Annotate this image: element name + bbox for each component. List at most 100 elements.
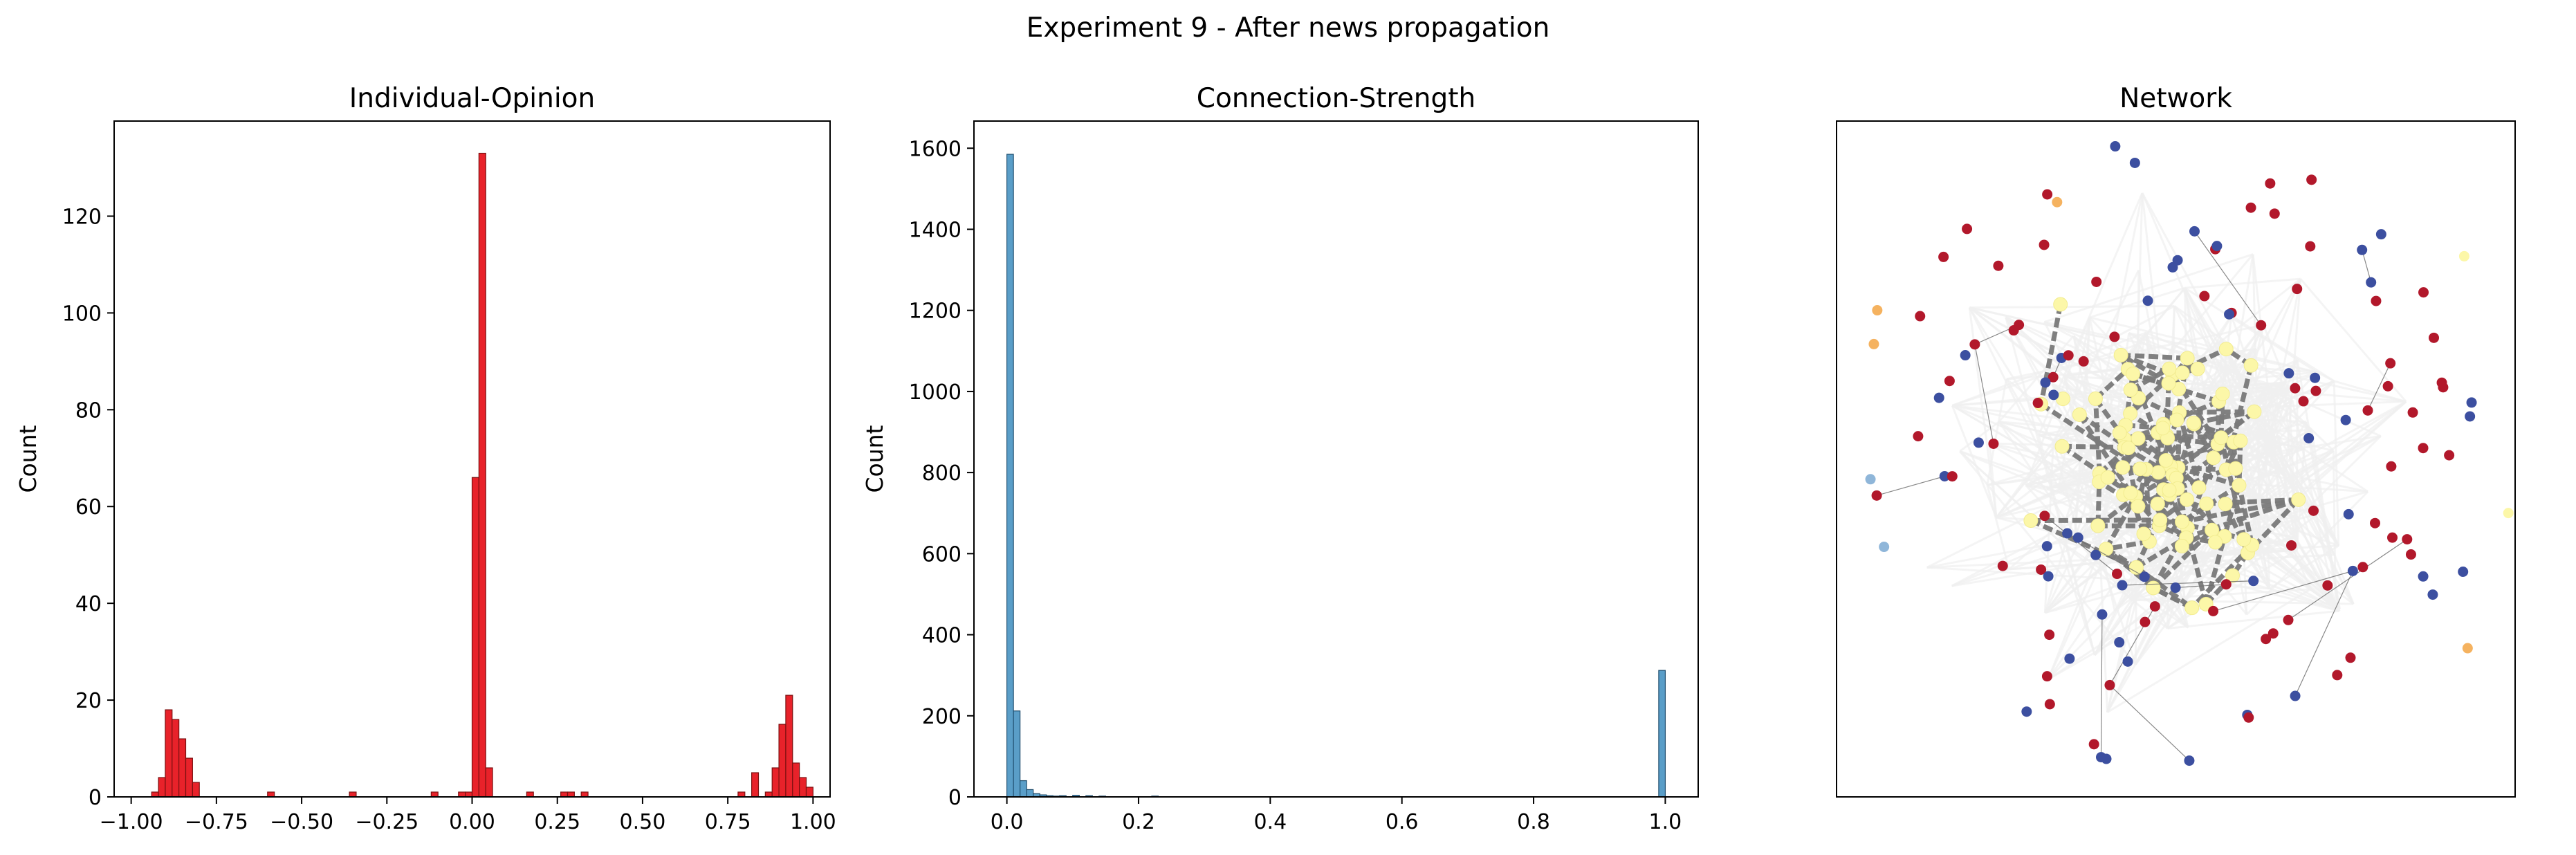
- y-tick-label: 1400: [909, 218, 962, 242]
- panel-individual-opinion: −1.00 −0.75 −0.50 −0.25 0.00 0.25 0.50 0.75 1.00…: [15, 83, 836, 834]
- histogram-bar: [805, 787, 813, 798]
- network-node-positive: [2149, 601, 2160, 612]
- histogram-bar: [349, 791, 357, 798]
- y-tick-label: 800: [922, 461, 962, 486]
- histogram-bar: [526, 791, 534, 798]
- network-node-positive: [1913, 431, 1924, 442]
- network-node-negative: [2310, 372, 2321, 383]
- network-edge-faint: [2291, 400, 2337, 608]
- network-node-mid: [1868, 338, 1879, 349]
- network-node-negative: [2375, 229, 2386, 240]
- network-edge-faint: [2064, 375, 2234, 432]
- network-node-neutral: [2023, 513, 2039, 528]
- network-node-neutral: [2179, 492, 2194, 507]
- network-node-neutral: [2232, 478, 2247, 493]
- network-edge-faint: [1951, 405, 1998, 518]
- histogram-bar: [485, 767, 493, 798]
- network-node-positive: [2345, 652, 2356, 663]
- network-node-negative: [2248, 576, 2259, 587]
- network-node-neutral: [2123, 383, 2138, 398]
- network-edge-thin: [2213, 570, 2353, 612]
- network-edge-strong: [2030, 518, 2137, 570]
- network-node-neutral: [2100, 470, 2115, 485]
- network-node-positive: [1988, 438, 1999, 449]
- network-node-neutral: [2113, 347, 2128, 362]
- network-edge-faint: [2218, 361, 2287, 479]
- histogram-bar: [267, 791, 275, 798]
- network-edge-thin: [2288, 539, 2408, 620]
- network-node-positive: [2308, 505, 2319, 516]
- network-node-positive: [2208, 605, 2219, 616]
- network-node-positive: [2104, 679, 2115, 690]
- network-edge-strong: [2165, 439, 2235, 463]
- network-edge-thin: [1876, 475, 1945, 496]
- network-edge-strong: [2203, 535, 2227, 605]
- network-node-negative: [2211, 241, 2223, 252]
- network-edge-faint: [2225, 365, 2317, 374]
- histogram-bar: [165, 709, 173, 798]
- network-node-positive: [1969, 339, 1980, 350]
- network-node-positive: [2243, 712, 2254, 723]
- network-node-negative: [2117, 580, 2128, 591]
- network-node-neutral: [2175, 365, 2190, 380]
- network-node-positive: [1997, 560, 2008, 571]
- network-node-neutral: [2174, 538, 2189, 553]
- histogram-bar: [458, 791, 466, 798]
- y-tick-label: 60: [75, 495, 102, 520]
- panel-connection-strength: 0.0 0.2 0.4 0.6 0.8 1.0 0 200 400 600 800 1000 1200 1…: [861, 83, 1699, 834]
- network-edge-faint: [2199, 361, 2290, 392]
- network-node-positive: [2418, 443, 2429, 454]
- network-node-positive: [2332, 670, 2343, 681]
- histogram-bar: [737, 791, 746, 798]
- network-node-negative: [1960, 350, 1971, 361]
- network-node-neutral: [2115, 460, 2131, 475]
- network-node-negative: [2366, 277, 2377, 288]
- network-edge-faint: [2051, 383, 2096, 434]
- x-tick-label: 1.0: [1649, 810, 1682, 834]
- network-node-positive: [2290, 383, 2301, 394]
- network-node-negative: [2189, 226, 2200, 237]
- network-node-neutral: [2121, 441, 2136, 456]
- network-node-neutral: [2088, 391, 2103, 406]
- network-node-positive: [2283, 614, 2294, 625]
- network-edge-faint: [2047, 524, 2157, 680]
- histogram-bar: [1658, 670, 1666, 798]
- network-edge-strong: [2160, 517, 2213, 533]
- network-node-negative: [2110, 141, 2121, 152]
- network-node-positive: [2048, 371, 2059, 383]
- histogram-bar: [178, 738, 187, 798]
- network-edge-faint: [1968, 306, 2060, 488]
- histogram-bar: [778, 724, 786, 798]
- histogram-bar: [764, 791, 773, 798]
- network-node-negative: [2224, 309, 2235, 320]
- network-node-neutral: [2214, 430, 2229, 445]
- network-node-negative: [2340, 414, 2351, 425]
- network-node-positive: [2109, 331, 2120, 342]
- y-axis-label: Count: [861, 425, 888, 493]
- network-node-neutral: [2215, 386, 2230, 401]
- histogram-bar: [799, 777, 807, 798]
- network-edge-thin: [2362, 250, 2372, 283]
- network-edge-strong: [2077, 413, 2133, 495]
- network-edge-faint: [2057, 317, 2091, 488]
- network-node-positive: [2387, 532, 2398, 543]
- network-edge-thin: [2367, 362, 2391, 411]
- x-tick-label: 0.8: [1517, 810, 1550, 834]
- y-axis-label: Count: [15, 425, 42, 493]
- network-node-negative: [2062, 528, 2073, 539]
- network-node-positive: [1871, 490, 1882, 501]
- network-edge-strong: [2039, 402, 2142, 471]
- network-edge-faint: [2281, 516, 2341, 610]
- network-node-positive: [1915, 311, 1926, 322]
- network-edge-faint: [2268, 387, 2335, 452]
- network-node-positive: [2444, 450, 2455, 461]
- network-node-negative: [2040, 377, 2051, 388]
- network-node-positive: [2036, 564, 2047, 575]
- network-edge-strong: [2177, 412, 2202, 488]
- network-edge-strong: [2129, 367, 2171, 392]
- network-node-neutral: [2199, 496, 2214, 511]
- network-edge-strong: [2094, 367, 2130, 401]
- network-node-mid: [2052, 196, 2063, 208]
- network-node-mid: [1865, 474, 1876, 485]
- histogram-bar: [792, 762, 800, 798]
